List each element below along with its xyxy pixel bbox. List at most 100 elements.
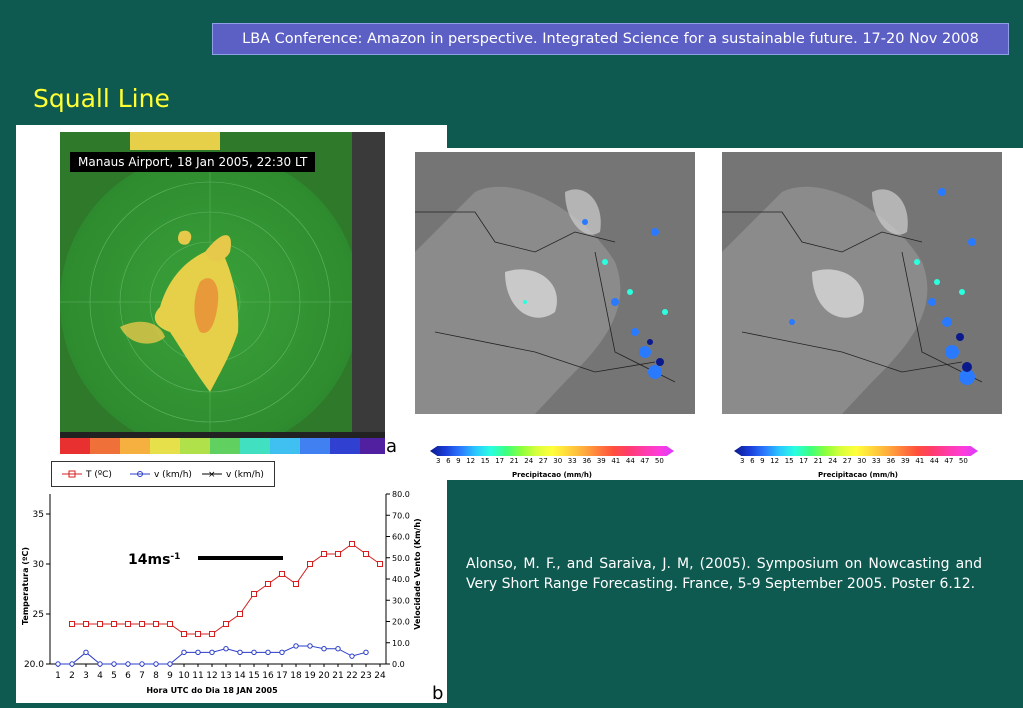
data-point-wind [335,646,341,652]
data-point-wind [279,649,285,656]
tick-label-bottom: 17 [276,671,287,681]
legend-label-wind-2: v (km/h) [226,470,264,480]
tick-label-left: 25 [33,610,44,620]
data-point-temperature [377,561,383,567]
tick-label-bottom: 2 [69,671,75,681]
colorbar-tick: 36 [886,457,896,465]
data-point-temperature [265,581,271,587]
colorbar-right-label: Precipitacao (mm/h) [818,471,899,479]
colorbar-left [430,446,674,456]
data-point-wind [167,661,173,667]
legend-marker-wind [137,471,143,477]
colorbar-right-ticks: 3 6 9 12 15 17 21 24 27 30 33 36 39 41 44 47 50 [740,457,968,465]
data-point-temperature [139,621,145,627]
colorbar-tick: 21 [813,457,823,465]
data-point-wind [195,649,201,656]
colorbar-tick: 9 [456,457,461,465]
radar-graphic [60,132,385,454]
colorbar-tick: 17 [495,457,505,465]
tick-label-bottom: 11 [192,671,203,681]
data-point-temperature [349,541,355,547]
data-point-temperature [83,621,89,627]
data-point-wind [223,646,229,652]
tick-label-bottom: 8 [153,671,159,681]
data-point-wind [265,649,271,656]
tick-label-left: 20.0 [24,660,44,670]
tick-label-right: 20.0 [392,618,410,627]
tick-label-bottom: 23 [360,671,371,681]
legend-marker-wind-2: × [208,470,216,480]
tick-label-bottom: 4 [97,671,103,681]
colorbar-tick: 24 [524,457,534,465]
temperature-wind-chart: 20.02530350.010.020.030.040.050.060.070.… [21,490,422,695]
data-point-wind [111,661,117,667]
data-point-temperature [237,611,243,617]
tick-label-bottom: 7 [139,671,145,681]
data-point-temperature [321,551,327,557]
colorbar-tick: 39 [596,457,606,465]
colorbar-right [734,446,978,456]
colorbar-left-ticks: 3 6 9 12 15 17 21 24 27 30 33 36 39 41 44 47 50 [436,457,664,465]
colorbar-tick: 21 [509,457,519,465]
radar-image [60,132,385,454]
data-point-wind [125,661,131,667]
data-point-temperature [279,571,285,577]
colorbar-tick: 12 [466,457,476,465]
tick-label-bottom: 12 [206,671,217,681]
colorbar-tick: 39 [900,457,910,465]
data-point-temperature [97,621,103,627]
data-point-temperature [223,621,229,627]
tick-label-bottom: 10 [178,671,190,681]
tick-label-bottom: 1 [55,671,61,681]
satellite-map-right-graphic [722,152,1002,414]
data-point-wind [69,661,75,667]
tick-label-bottom: 21 [332,671,343,681]
tick-label-bottom: 20 [318,671,330,681]
colorbar-tick: 50 [654,457,664,465]
data-point-temperature [69,621,75,627]
tick-label-bottom: 13 [220,671,231,681]
data-point-temperature [293,581,299,587]
colorbar-tick: 47 [640,457,650,465]
tick-label-bottom: 19 [304,671,316,681]
colorbar-tick: 30 [553,457,563,465]
satellite-map-left-graphic [415,152,695,414]
chart-ylabel-right: Velocidade Vento (Km/h) [413,518,422,629]
satellite-map-left [415,152,695,414]
colorbar-tick: 41 [915,457,925,465]
data-point-wind [181,649,187,656]
data-point-temperature [335,551,341,557]
tick-label-left: 35 [33,510,44,520]
data-point-wind [237,649,243,656]
radar-label: Manaus Airport, 18 Jan 2005, 22:30 LT [70,152,316,172]
tick-label-bottom: 14 [234,671,246,681]
legend-label-wind: v (km/h) [154,470,192,480]
tick-label-right: 80.0 [392,490,410,499]
colorbar-tick: 15 [784,457,794,465]
slide-title: Squall Line [33,84,170,113]
conference-banner: LBA Conference: Amazon in perspective. I… [212,23,1009,55]
colorbar-tick: 33 [871,457,881,465]
chart-xlabel: Hora UTC do Dia 18 JAN 2005 [146,686,278,695]
data-point-wind [251,649,257,656]
colorbar-tick: 41 [611,457,621,465]
tick-label-bottom: 16 [262,671,274,681]
panel-letter-b: b [432,683,444,704]
colorbar-tick: 3 [740,457,745,465]
legend-label-temperature: T (ºC) [85,470,112,480]
satellite-map-right [722,152,1002,414]
citation-text: Alonso, M. F., and Saraiva, J. M, (2005)… [466,556,982,592]
data-point-wind [55,661,61,667]
colorbar-tick: 6 [446,457,451,465]
colorbar-tick: 27 [842,457,852,465]
data-point-temperature [167,621,173,627]
panel-letter-a: a [386,436,398,457]
colorbar-tick: 24 [828,457,838,465]
data-point-temperature [111,621,117,627]
colorbar-tick: 3 [436,457,441,465]
tick-label-right: 50.0 [392,554,410,563]
wind-annotation: 14ms-1 [128,552,180,568]
data-point-temperature [363,551,369,557]
data-point-temperature [195,631,201,637]
data-point-wind [293,643,299,649]
